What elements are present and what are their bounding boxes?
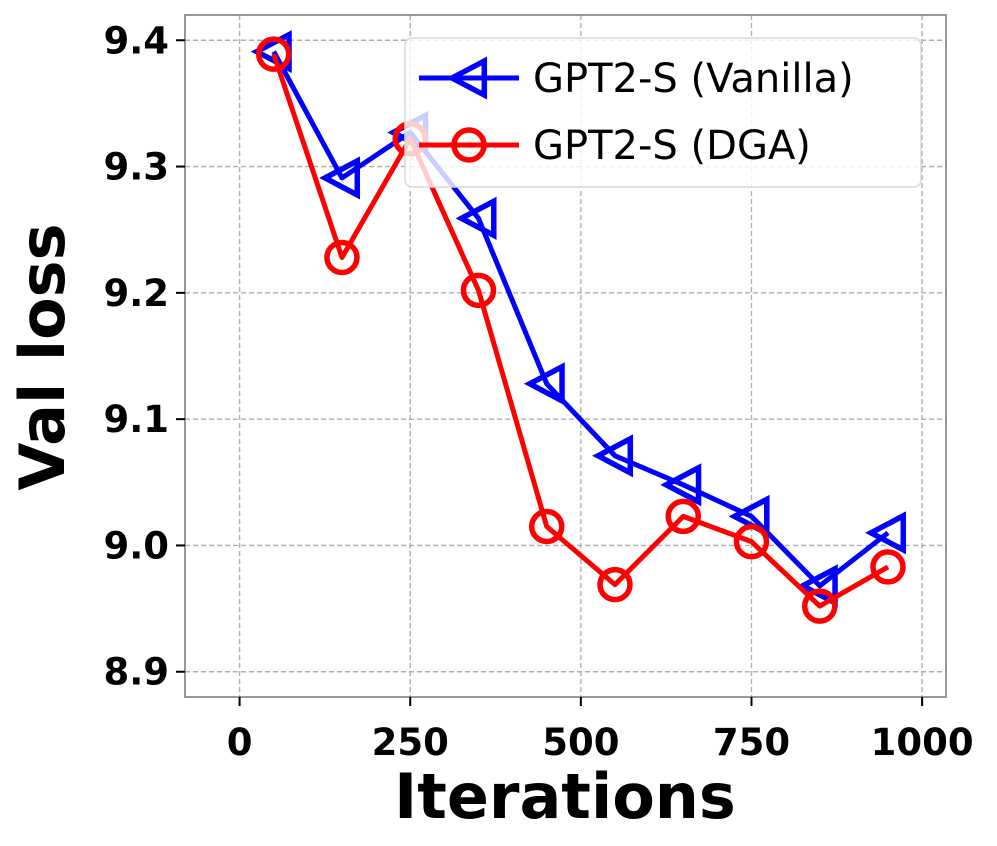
legend-box — [404, 37, 922, 188]
y-tick-label: 9.1 — [103, 398, 169, 441]
data-point — [324, 239, 360, 276]
data-point — [733, 523, 770, 560]
x-tick-label: 1000 — [871, 721, 974, 764]
legend: GPT2-S (Vanilla) GPT2-S (DGA) — [404, 37, 922, 188]
data-point — [455, 196, 497, 240]
data-point — [592, 434, 634, 478]
y-tick-label: 8.9 — [103, 651, 169, 694]
y-tick-label: 9.3 — [103, 146, 169, 189]
data-point — [796, 564, 838, 608]
data-point — [660, 463, 702, 507]
series-line — [271, 50, 890, 589]
axis-ticks: 0 250 500 750 1000 8.9 9.0 9.1 9.2 9.3 9.4 — [103, 19, 973, 764]
y-tick-label: 9.4 — [103, 19, 169, 62]
data-point — [319, 156, 361, 200]
legend-marker — [451, 127, 487, 163]
x-tick-label: 500 — [542, 721, 619, 764]
x-tick-label: 0 — [227, 721, 253, 764]
plot-frame — [184, 14, 947, 698]
legend-label: GPT2-S (Vanilla) — [533, 56, 854, 102]
data-point — [460, 272, 497, 309]
x-axis-title: Iterations — [394, 760, 736, 833]
series-line — [271, 53, 890, 609]
x-tick-label: 750 — [713, 721, 790, 764]
data-point — [597, 566, 633, 603]
data-point — [865, 511, 907, 555]
legend-label: GPT2-S (DGA) — [533, 123, 811, 169]
data-point — [523, 362, 565, 406]
data-point — [528, 508, 565, 545]
y-axis-title: Val loss — [6, 224, 79, 491]
y-tick-label: 9.2 — [103, 272, 169, 315]
data-point — [255, 36, 292, 72]
y-tick-label: 9.0 — [103, 524, 169, 567]
legend-marker — [446, 56, 488, 100]
data-point — [801, 588, 838, 624]
data-point — [870, 549, 906, 585]
data-point — [665, 498, 701, 535]
x-tick-label: 250 — [372, 721, 449, 764]
